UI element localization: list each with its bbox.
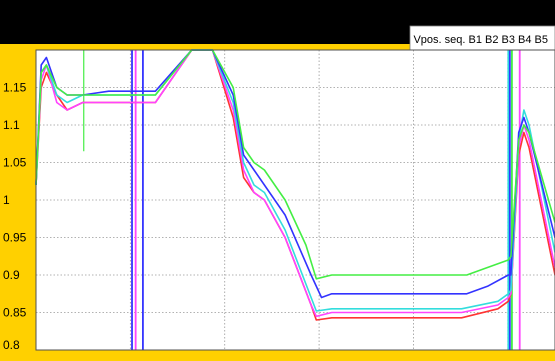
y-tick-label: 1.15	[3, 81, 27, 95]
y-tick-label: 1.05	[3, 156, 27, 170]
y-tick-label: 1.1	[3, 118, 20, 132]
series-line-2	[35, 49, 555, 318]
series-line-3	[35, 49, 555, 312]
y-tick-label: 0.85	[3, 306, 27, 320]
series-line-5	[35, 49, 555, 280]
y-tick-label: 1	[3, 193, 10, 207]
y-tick-label: 0.9	[3, 268, 20, 282]
y-tick-label: 0.8	[3, 338, 20, 352]
legend-text: Vpos. seq. B1 B2 B3 B4 B5	[413, 34, 548, 46]
plot-frame	[35, 49, 555, 351]
y-tick-label: 0.95	[3, 231, 27, 245]
